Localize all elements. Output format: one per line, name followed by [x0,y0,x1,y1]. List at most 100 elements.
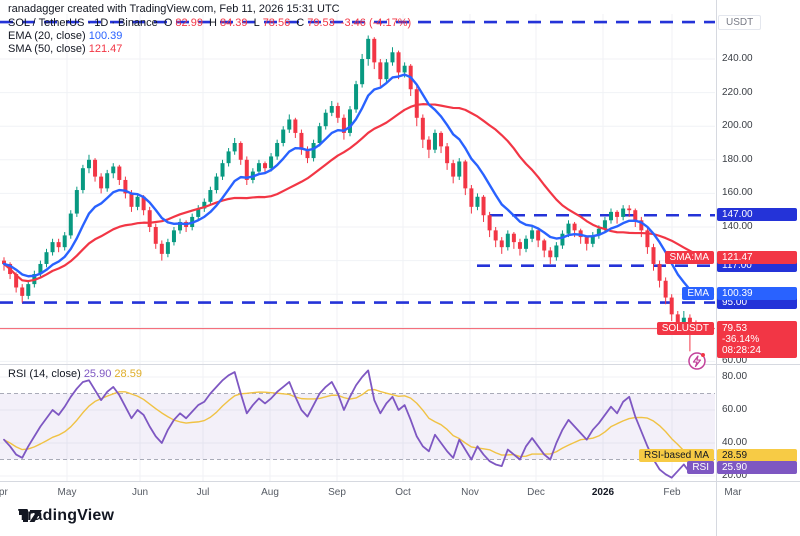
candle-body [657,263,662,281]
ohlc-low-value: 78.56 [262,17,291,29]
time-tick: 2026 [591,487,615,498]
chart-credit: ranadagger created with TradingView.com,… [8,3,340,15]
candle-body [269,156,274,169]
candle-body [311,143,316,159]
sma-legend-label: SMA (50, close) [8,43,86,55]
level-badge-147: 147.00 [717,208,797,222]
symbol-title: SOL / TetherUS · 1D · Binance [8,17,158,29]
candle-body [208,190,213,202]
candle-body [572,223,577,231]
candle-body [74,190,79,214]
price-axis-currency-label[interactable]: USDT [718,15,762,30]
candle-body [681,317,686,323]
candle-body [238,143,243,160]
candle-body [645,230,650,248]
candle-body [669,297,674,315]
candle-body [663,280,668,298]
last-price-change: -36.14% [722,333,760,345]
candle-body [26,284,31,296]
candle-body [396,52,401,73]
candle-body [165,242,170,254]
candle-body [105,173,110,189]
candle-body [390,52,395,63]
candle-body [317,126,322,143]
candle-body [329,106,334,113]
candle-body [178,221,183,231]
time-tick: Aug [261,487,279,498]
candle-body [159,243,164,254]
price-tick: 140.00 [722,221,753,232]
candle-body [687,317,692,323]
candle-body [287,119,292,130]
candle-body [335,106,340,118]
ema-value-badge: 100.39 [717,286,797,300]
sma-legend-row[interactable]: SMA (50, close) 121.47 [8,43,414,56]
candle-body [360,59,365,85]
ohlc-open-label: O [163,17,173,29]
ohlc-low-label: L [253,17,260,29]
rsi-legend-label: RSI (14, close) [8,368,81,380]
candle-body [153,227,158,244]
candle-body [517,242,522,249]
time-tick: Jun [131,487,149,498]
time-tick: May [57,487,77,498]
candle-body [2,260,6,264]
rsi-tick: 60.00 [722,404,748,415]
ohlc-close-value: 79.53 [307,17,335,29]
rsi-legend-row[interactable]: RSI (14, close) 25.90 28.59 [8,368,142,380]
ema-line [2,73,698,298]
candle-body [609,211,613,221]
price-tick: 200.00 [722,120,753,132]
candle-body [560,233,565,246]
candle-body [627,208,632,211]
rsi-value-badge: 25.90 [717,461,797,475]
symbol-legend-row[interactable]: SOL / TetherUS · 1D · Binance O 82.99 H 84… [8,17,414,30]
ema-legend-row[interactable]: EMA (20, close) 100.39 [8,30,414,43]
ohlc-change-value: -3.46 (-4.17%) [340,17,412,29]
candle-body [196,208,201,217]
candle-body [14,274,19,288]
tradingview-logo[interactable]: TradingView [18,507,114,525]
event-marker[interactable] [688,352,706,370]
candle-body [451,163,456,177]
candle-body [147,210,152,227]
candle-body [584,237,589,244]
candle-body [366,38,371,59]
legend-block: SOL / TetherUS · 1D · Binance O 82.99 H 84… [8,17,414,56]
rsi-band [0,393,715,460]
candle-body [487,215,492,231]
candle-body [536,230,541,241]
candle-body [50,242,55,253]
candle-body [554,245,559,258]
rsi-ma-legend-value: 28.59 [114,368,142,380]
ohlc-open-value: 82.99 [175,17,203,29]
time-tick: Feb [663,487,681,498]
candle-body [378,62,383,80]
price-tick: 240.00 [722,53,753,64]
rsi-line [3,369,697,479]
candle-body [372,38,377,63]
price-tick: 60.00 [722,355,748,367]
sma-tag-badge: SMA:MA [664,251,714,265]
ohlc-close-label: C [296,17,305,29]
symbol-tag-badge: SOLUSDT [656,321,714,335]
tradingview-logo-text: TradingView [18,507,115,524]
candle-body [20,287,25,296]
candle-body [129,193,134,207]
candle-body [341,117,346,133]
tradingview-logo-icon [19,510,42,522]
candle-body [244,159,249,180]
time-tick: Dec [527,487,545,498]
candle-body [256,163,261,172]
ema-legend-value: 100.39 [88,30,123,42]
candle-body [323,112,328,127]
rsi-tick: 80.00 [722,371,748,382]
time-tick: Sep [328,487,346,498]
candle-body [275,143,280,157]
candle-body [384,62,389,80]
rsi-ma-tag-badge: RSI-based MA [638,448,714,462]
time-tick: Jul [196,487,210,498]
time-tick: Apr [0,487,8,498]
